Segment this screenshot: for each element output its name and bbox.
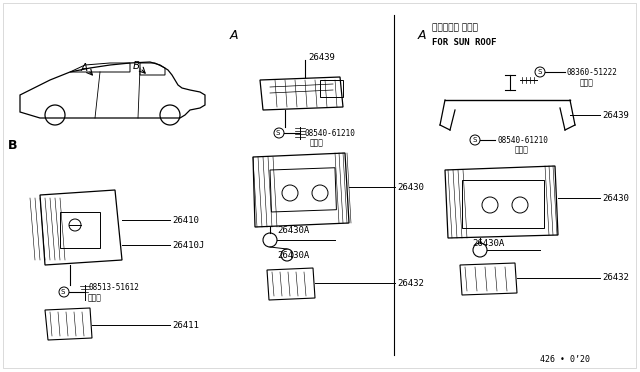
Text: 26430A: 26430A: [277, 250, 309, 260]
Text: 26411: 26411: [172, 321, 199, 330]
Text: （２）: （２）: [515, 145, 529, 154]
Text: 08540-61210: 08540-61210: [498, 135, 549, 144]
Text: A: A: [230, 29, 239, 42]
Text: 08540-61210: 08540-61210: [305, 128, 356, 138]
Text: 08360-51222: 08360-51222: [567, 67, 618, 77]
Text: S: S: [538, 69, 542, 75]
Text: S: S: [276, 130, 280, 136]
Text: 26439: 26439: [602, 110, 629, 119]
Text: 426 • 0’20: 426 • 0’20: [540, 356, 590, 365]
Text: （２）: （２）: [88, 294, 102, 302]
Text: FOR SUN ROOF: FOR SUN ROOF: [432, 38, 497, 46]
Text: B: B: [8, 138, 17, 151]
Text: （２）: （２）: [580, 78, 594, 87]
Text: 26432: 26432: [397, 279, 424, 288]
Text: B: B: [132, 61, 140, 71]
Bar: [60, 212, 100, 248]
Text: A: A: [81, 63, 88, 73]
Text: （２）: （２）: [310, 138, 324, 148]
Text: 26439: 26439: [308, 52, 335, 61]
Text: サンルーフ シヨウ: サンルーフ シヨウ: [432, 23, 478, 32]
Text: 26432: 26432: [602, 273, 629, 282]
Bar: [270, 168, 337, 212]
Text: S: S: [61, 289, 65, 295]
Text: 26430A: 26430A: [472, 238, 504, 247]
Text: 26410: 26410: [172, 215, 199, 224]
Text: 08513-51612: 08513-51612: [88, 283, 139, 292]
Text: 26430: 26430: [602, 193, 629, 202]
Text: A: A: [418, 29, 426, 42]
Text: 26410J: 26410J: [172, 241, 204, 250]
Text: S: S: [473, 137, 477, 143]
Bar: [462, 180, 544, 228]
Text: 26430: 26430: [397, 183, 424, 192]
Text: 26430A: 26430A: [277, 225, 309, 234]
